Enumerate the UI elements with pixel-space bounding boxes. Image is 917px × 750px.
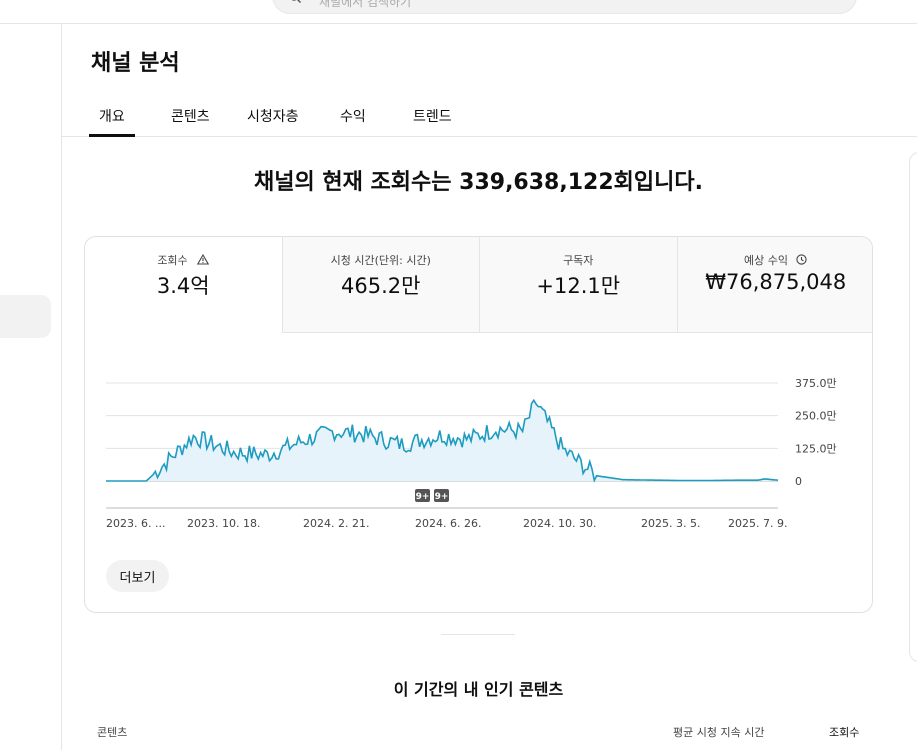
x-tick-label: 2024. 6. 26. xyxy=(415,517,481,530)
left-sidebar xyxy=(0,24,62,750)
metric-subscribers-label: 구독자 xyxy=(563,254,594,267)
metric-subscribers-value: +12.1만 xyxy=(536,274,621,298)
tab-revenue[interactable]: 수익 xyxy=(340,109,366,125)
metric-revenue-value: ₩76,875,048 xyxy=(705,270,847,294)
metric-tabs: 조회수 3.4억 시청 시간(단위: 시간) 465.2만 구독자 +12.1만… xyxy=(85,237,872,333)
search-input[interactable]: 채널에서 검색하기 xyxy=(272,0,857,14)
overview-card: 조회수 3.4억 시청 시간(단위: 시간) 465.2만 구독자 +12.1만… xyxy=(84,236,873,613)
annotation-badge xyxy=(415,489,430,502)
series-line xyxy=(106,398,779,483)
x-tick-label: 2023. 6. ... xyxy=(106,517,165,530)
metric-views[interactable]: 조회수 3.4억 xyxy=(85,237,282,333)
sidebar-item-selected[interactable] xyxy=(0,295,51,338)
tab-content[interactable]: 콘텐츠 xyxy=(171,109,210,125)
see-more-button[interactable]: 더보기 xyxy=(106,560,169,592)
column-header-content[interactable]: 콘텐츠 xyxy=(97,726,128,739)
annotation-badge xyxy=(434,489,449,502)
search-icon xyxy=(291,0,301,3)
y-tick-label: 250.0만 xyxy=(795,410,837,423)
metric-watch-time-label: 시청 시간(단위: 시간) xyxy=(330,254,431,267)
x-tick-label: 2024. 10. 30. xyxy=(523,517,596,530)
right-panel-edge xyxy=(909,152,917,662)
x-tick-label: 2023. 10. 18. xyxy=(187,517,260,530)
x-tick-label: 2024. 2. 21. xyxy=(303,517,369,530)
tab-overview[interactable]: 개요 xyxy=(89,106,135,137)
x-tick-label: 2025. 3. 5. xyxy=(641,517,700,530)
page-title: 채널 분석 xyxy=(91,51,180,76)
tab-bar: 개요 콘텐츠 시청자층 수익 트렌드 xyxy=(62,96,917,137)
column-header-views[interactable]: 조회수 xyxy=(829,726,860,739)
y-tick-label: 0 xyxy=(795,475,802,488)
top-bar: 채널에서 검색하기 xyxy=(0,0,917,24)
tab-audience[interactable]: 시청자층 xyxy=(247,109,299,125)
metric-views-value: 3.4억 xyxy=(156,274,210,298)
divider xyxy=(441,634,515,635)
views-headline: 채널의 현재 조회수는 339,638,122회입니다. xyxy=(254,170,703,195)
metric-subscribers[interactable]: 구독자 +12.1만 xyxy=(479,237,677,333)
top-content-title: 이 기간의 내 인기 콘텐츠 xyxy=(393,680,564,699)
metric-watch-time-value: 465.2만 xyxy=(341,274,421,298)
search-placeholder: 채널에서 검색하기 xyxy=(319,0,412,9)
y-tick-label: 375.0만 xyxy=(795,377,837,390)
series-area xyxy=(106,400,778,481)
clock-icon xyxy=(796,254,808,265)
warning-icon xyxy=(197,253,210,265)
column-header-avg-duration[interactable]: 평균 시청 지속 시간 xyxy=(673,726,765,739)
tab-trends[interactable]: 트렌드 xyxy=(413,109,452,125)
metric-revenue[interactable]: 예상 수익 ₩76,875,048 xyxy=(676,237,872,333)
annotation-label: 9+ xyxy=(416,492,430,502)
y-tick-label: 125.0만 xyxy=(795,442,837,455)
metric-revenue-label: 예상 수익 xyxy=(744,254,788,267)
x-tick-label: 2025. 7. 9. xyxy=(728,517,787,530)
metric-views-label: 조회수 xyxy=(157,254,188,267)
annotation-label: 9+ xyxy=(435,492,449,502)
metric-watch-time[interactable]: 시청 시간(단위: 시간) 465.2만 xyxy=(281,237,479,333)
views-chart: 375.0만 250.0만 125.0만 0 2023. 6. ... 2023. 10.… xyxy=(106,377,837,530)
